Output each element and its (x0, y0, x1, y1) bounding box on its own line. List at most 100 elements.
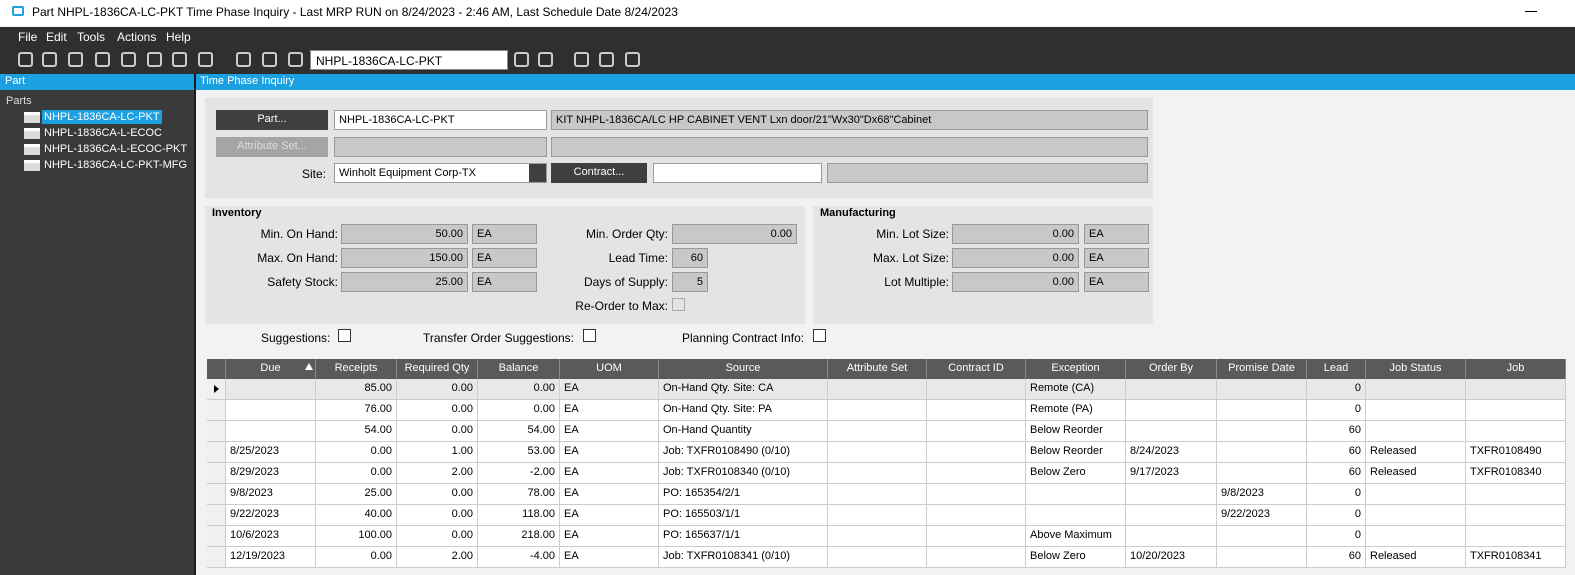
grid-cell[interactable] (927, 400, 1026, 421)
grid-cell[interactable]: On-Hand Quantity (659, 421, 828, 442)
grid-cell[interactable] (828, 421, 927, 442)
toolbar-icon[interactable] (262, 52, 277, 67)
dropdown-arrow[interactable] (529, 164, 546, 182)
grid-cell[interactable]: 25.00 (316, 484, 397, 505)
grid-cell[interactable] (1126, 421, 1217, 442)
tree-item[interactable]: NHPL-1836CA-L-ECOC (44, 127, 162, 139)
grid-cell[interactable]: 0 (1307, 484, 1366, 505)
grid-cell[interactable]: PO: 165637/1/1 (659, 526, 828, 547)
grid-cell[interactable]: 60 (1307, 442, 1366, 463)
grid-cell[interactable] (1126, 505, 1217, 526)
grid-cell[interactable]: 0 (1307, 379, 1366, 400)
grid-cell[interactable] (1026, 484, 1126, 505)
grid-cell[interactable] (1366, 505, 1466, 526)
row-header[interactable] (207, 421, 226, 442)
toolbar-icon[interactable] (42, 52, 57, 67)
column-header[interactable]: Source (659, 359, 828, 379)
grid-cell[interactable] (927, 442, 1026, 463)
grid-cell[interactable] (927, 547, 1026, 568)
column-header[interactable]: Job Status (1366, 359, 1466, 379)
grid-cell[interactable] (828, 442, 927, 463)
grid-cell[interactable]: EA (560, 400, 659, 421)
grid-cell[interactable] (1217, 547, 1307, 568)
grid-cell[interactable] (828, 484, 927, 505)
grid-cell[interactable]: Job: TXFR0108490 (0/10) (659, 442, 828, 463)
grid-cell[interactable] (1217, 526, 1307, 547)
grid-cell[interactable]: 9/22/2023 (226, 505, 316, 526)
grid-cell[interactable] (1026, 505, 1126, 526)
grid-cell[interactable]: -4.00 (478, 547, 560, 568)
grid-cell[interactable] (1366, 484, 1466, 505)
grid-cell[interactable]: 2.00 (397, 463, 478, 484)
grid-cell[interactable]: 1.00 (397, 442, 478, 463)
grid-cell[interactable] (226, 421, 316, 442)
part-value[interactable]: NHPL-1836CA-LC-PKT (334, 110, 547, 130)
grid-cell[interactable] (927, 484, 1026, 505)
grid-cell[interactable]: 8/29/2023 (226, 463, 316, 484)
grid-cell[interactable]: EA (560, 421, 659, 442)
grid-cell[interactable]: 9/8/2023 (1217, 484, 1307, 505)
grid-cell[interactable] (1366, 421, 1466, 442)
grid-cell[interactable]: -2.00 (478, 463, 560, 484)
grid-cell[interactable]: 0.00 (316, 547, 397, 568)
grid-cell[interactable]: 0.00 (316, 442, 397, 463)
grid-cell[interactable]: EA (560, 547, 659, 568)
grid-cell[interactable]: 85.00 (316, 379, 397, 400)
grid-cell[interactable] (927, 505, 1026, 526)
column-header[interactable]: Balance (478, 359, 560, 379)
grid-cell[interactable]: 8/25/2023 (226, 442, 316, 463)
grid-cell[interactable]: 218.00 (478, 526, 560, 547)
row-header[interactable] (207, 442, 226, 463)
grid-cell[interactable]: Below Zero (1026, 547, 1126, 568)
grid-cell[interactable]: EA (560, 484, 659, 505)
grid-cell[interactable] (828, 505, 927, 526)
grid-cell[interactable]: Above Maximum (1026, 526, 1126, 547)
grid-cell[interactable] (1126, 526, 1217, 547)
grid-cell[interactable]: 9/8/2023 (226, 484, 316, 505)
toolbar-icon[interactable] (18, 52, 33, 67)
menu-item[interactable]: File (18, 30, 38, 44)
grid-cell[interactable]: Below Zero (1026, 463, 1126, 484)
grid-cell[interactable] (828, 379, 927, 400)
grid-cell[interactable]: Remote (CA) (1026, 379, 1126, 400)
toolbar-icon[interactable] (514, 52, 529, 67)
grid-cell[interactable]: 0 (1307, 400, 1366, 421)
checkbox[interactable] (338, 329, 351, 342)
grid-cell[interactable] (1366, 400, 1466, 421)
grid-cell[interactable]: 12/19/2023 (226, 547, 316, 568)
tree-item[interactable]: NHPL-1836CA-L-ECOC-PKT (44, 143, 188, 155)
column-header[interactable]: Required Qty (397, 359, 478, 379)
row-header[interactable] (207, 547, 226, 568)
row-header[interactable] (207, 400, 226, 421)
grid-cell[interactable]: On-Hand Qty. Site: PA (659, 400, 828, 421)
grid-cell[interactable] (1217, 463, 1307, 484)
grid-cell[interactable]: 53.00 (478, 442, 560, 463)
grid-cell[interactable]: 10/6/2023 (226, 526, 316, 547)
grid-cell[interactable]: 0.00 (397, 526, 478, 547)
row-header[interactable] (207, 484, 226, 505)
grid-cell[interactable] (1366, 379, 1466, 400)
grid-cell[interactable]: 0.00 (478, 379, 560, 400)
grid-cell[interactable] (1366, 526, 1466, 547)
grid-cell[interactable] (828, 463, 927, 484)
toolbar-icon[interactable] (121, 52, 136, 67)
part-button[interactable]: Part... (216, 110, 328, 130)
toolbar-icon[interactable] (538, 52, 553, 67)
grid-cell[interactable] (1217, 379, 1307, 400)
grid-cell[interactable] (828, 526, 927, 547)
grid-cell[interactable] (226, 400, 316, 421)
grid-cell[interactable]: 60 (1307, 547, 1366, 568)
grid-cell[interactable] (828, 400, 927, 421)
toolbar-icon[interactable] (68, 52, 83, 67)
grid-cell[interactable]: Below Reorder (1026, 442, 1126, 463)
grid-cell[interactable]: 60 (1307, 463, 1366, 484)
grid-cell[interactable]: EA (560, 526, 659, 547)
grid-cell[interactable]: EA (560, 442, 659, 463)
grid-cell[interactable] (1466, 505, 1566, 526)
checkbox[interactable] (672, 298, 685, 311)
contract-button[interactable]: Contract... (551, 163, 647, 183)
toolbar-icon[interactable] (236, 52, 251, 67)
column-header[interactable]: Order By (1126, 359, 1217, 379)
grid-cell[interactable] (1217, 442, 1307, 463)
grid-cell[interactable]: PO: 165503/1/1 (659, 505, 828, 526)
